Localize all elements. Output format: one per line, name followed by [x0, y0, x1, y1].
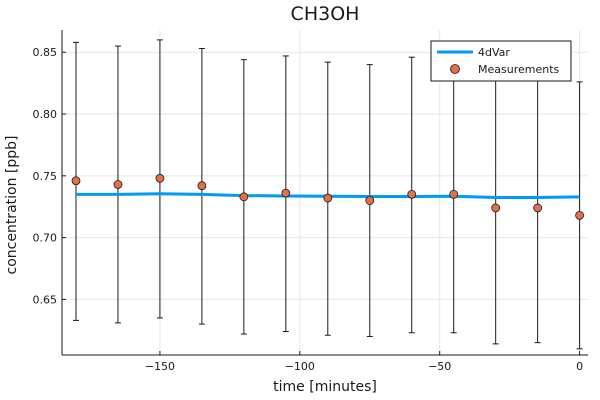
measurement-point	[281, 188, 291, 198]
legend-box	[430, 40, 572, 82]
legend-point-swatch	[450, 64, 460, 74]
measurement-point	[449, 189, 459, 199]
y-axis-label: concentration [ppb]	[4, 136, 20, 275]
tick-labels: −150 −100 −50 0 0.65 0.70 0.75 0.80 0.85	[33, 46, 584, 373]
y-tick-label: 0.65	[33, 293, 58, 306]
measurement-point	[239, 192, 249, 202]
measurement-point	[197, 181, 207, 191]
measurement-point	[113, 180, 123, 189]
measurement-point	[323, 193, 333, 203]
scatter-series	[71, 173, 585, 220]
axes	[61, 30, 588, 356]
legend-entry-measurements: Measurements	[478, 63, 560, 76]
x-tick-label: 0	[576, 360, 583, 373]
legend: 4dVar Measurements	[430, 40, 572, 82]
y-tick-label: 0.75	[33, 170, 58, 183]
measurement-point	[575, 210, 585, 220]
x-tick-label: −150	[145, 360, 175, 373]
measurement-point	[407, 189, 417, 199]
measurement-point	[365, 196, 375, 205]
x-tick-label: −100	[285, 360, 315, 373]
chart-title: CH3OH	[291, 3, 360, 25]
measurement-point	[533, 203, 543, 213]
x-axis-label: time [minutes]	[273, 379, 377, 395]
y-tick-label: 0.80	[33, 108, 58, 121]
measurement-point	[491, 203, 501, 213]
measurement-point	[155, 173, 165, 183]
legend-entry-4dvar: 4dVar	[478, 46, 510, 59]
x-tick-label: −50	[428, 360, 451, 373]
y-tick-label: 0.85	[33, 46, 58, 59]
measurement-point	[71, 176, 81, 186]
y-tick-label: 0.70	[33, 232, 58, 245]
